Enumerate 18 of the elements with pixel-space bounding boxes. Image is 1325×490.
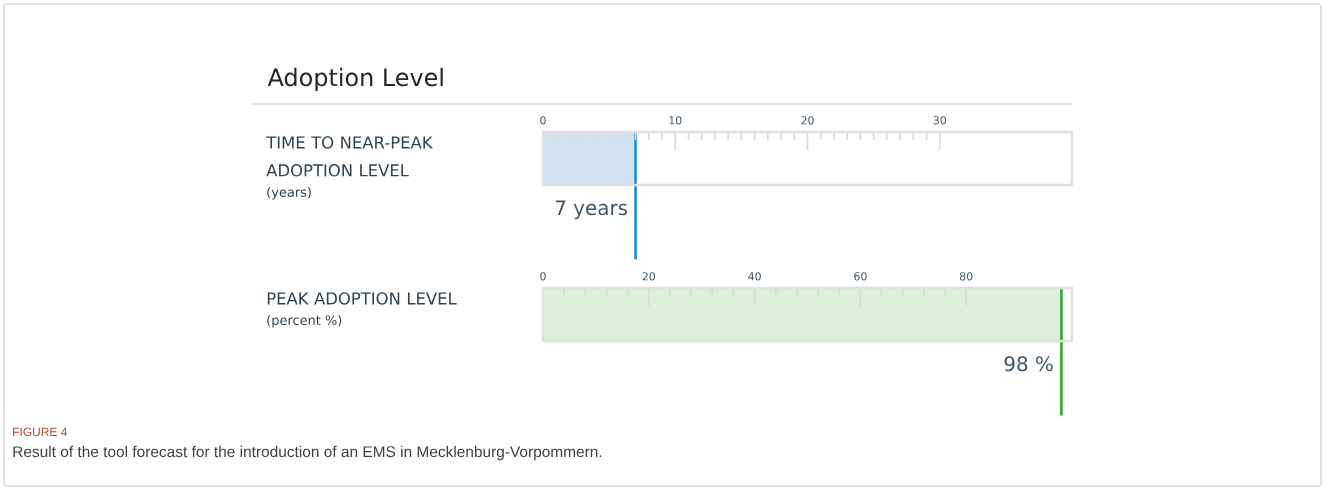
x-tick-label: 30 (933, 116, 946, 125)
y-tick-label: TIME TO NEAR-PEAK ADOPTION LEVEL (266, 136, 433, 177)
caption: FIGURE 4 (13, 427, 67, 437)
ref-line-label: 7 years (555, 200, 628, 220)
ref-line-label: 98 % (1004, 356, 1053, 372)
x-tick-label: 20 (642, 272, 656, 281)
x-axis-title: (years) (267, 186, 311, 200)
x-axis-title: (percent %) (267, 315, 342, 328)
x-tick-label: 0 (540, 116, 546, 125)
x-tick-label: 0 (540, 272, 546, 281)
x-tick-label: 80 (959, 272, 973, 281)
y-tick-label: PEAK ADOPTION LEVEL (267, 292, 457, 305)
x-tick-label: 20 (801, 116, 814, 125)
chart-title: Adoption Level (267, 67, 443, 91)
x-tick-label: 40 (748, 272, 761, 281)
text: Result of the tool forecast for the introduction of an EMS in Mecklenburg-Vorpommern. (13, 445, 602, 461)
x-tick-label: 60 (854, 272, 867, 281)
x-tick-label: 10 (669, 116, 682, 125)
